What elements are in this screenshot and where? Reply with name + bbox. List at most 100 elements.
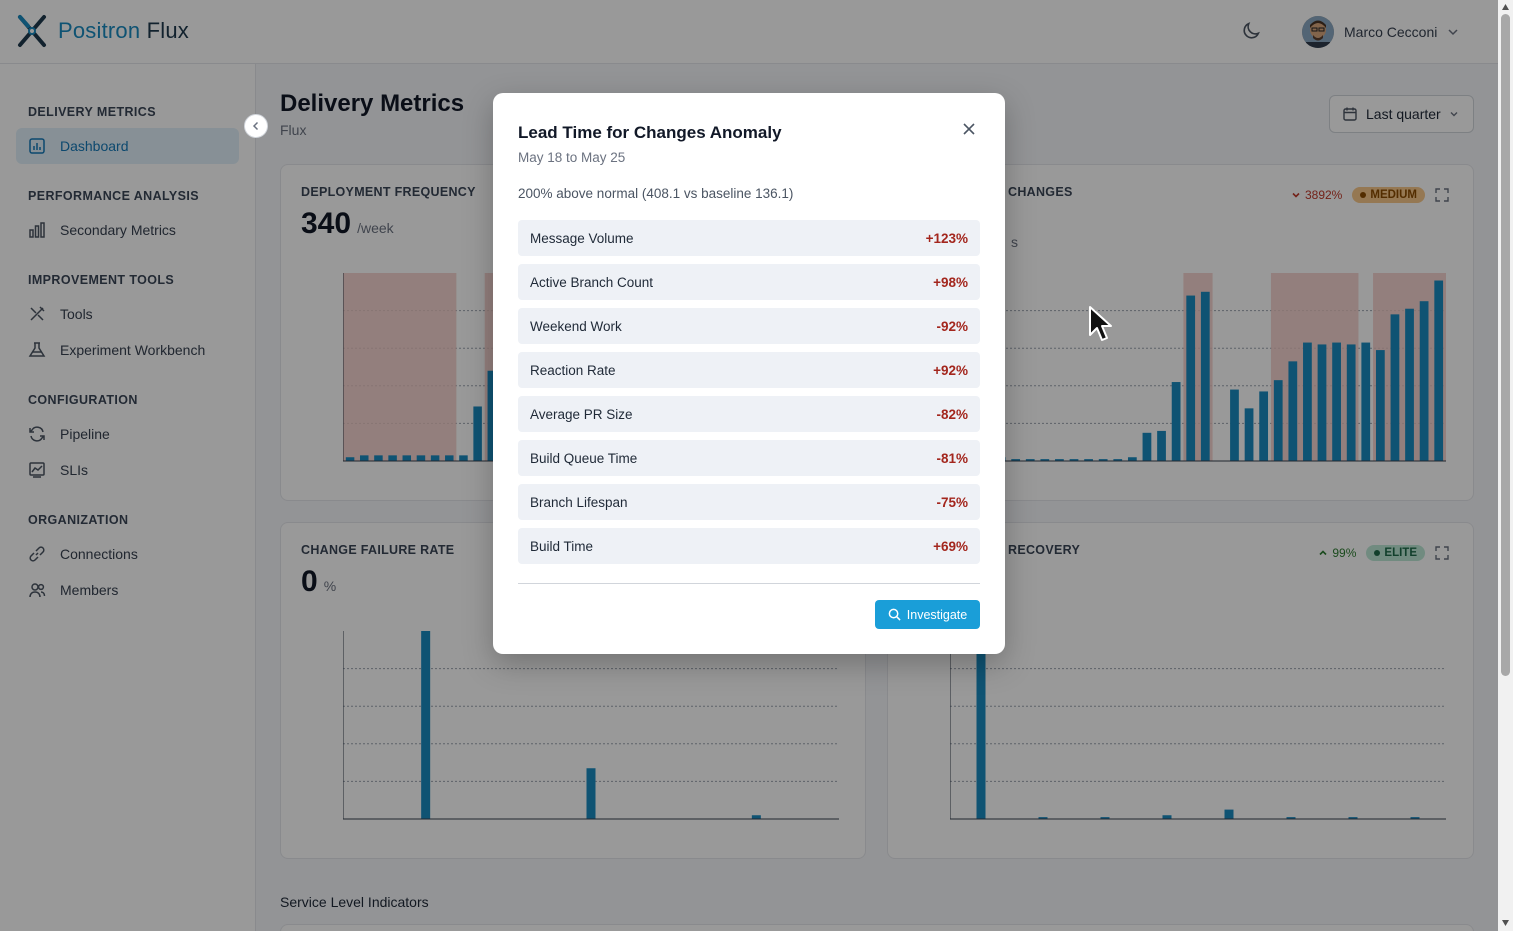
chart-bar[interactable] [430,455,440,461]
status-dot-icon [1374,550,1381,556]
chart-bar[interactable] [1244,408,1254,461]
chart-bar[interactable] [1127,457,1137,461]
investigate-button[interactable]: Investigate [875,600,980,629]
chart-bar[interactable] [1361,342,1371,461]
chart-bar[interactable] [1038,817,1048,819]
chart-bar[interactable] [416,455,426,461]
status-badge-label: ELITE [1384,547,1417,559]
sidebar-item-connections[interactable]: Connections [16,536,239,572]
chart-bar[interactable] [586,768,596,819]
chart-bar[interactable] [360,455,369,461]
chart-bar[interactable] [976,631,986,819]
chart-bar[interactable] [1100,817,1110,819]
chart-bar[interactable] [1317,344,1327,461]
chart-bar[interactable] [1348,817,1358,819]
app-logo[interactable]: Positron Flux [16,14,189,48]
chart-bar[interactable] [1259,391,1269,461]
chart-bar[interactable] [1288,361,1298,461]
chart-bar[interactable] [1025,459,1035,461]
refresh-icon [29,426,45,442]
chart-bar[interactable] [421,631,431,819]
avatar-portrait-icon [1302,16,1334,48]
factor-name: Branch Lifespan [530,494,628,510]
modal-date-range: May 18 to May 25 [518,150,626,165]
users-icon [29,583,46,598]
sidebar-item-pipeline[interactable]: Pipeline [16,416,239,452]
chart-bar[interactable] [1410,817,1420,819]
modal-description: 200% above normal (408.1 vs baseline 136… [518,186,794,201]
user-name: Marco Cecconi [1344,24,1438,40]
factor-value: -92% [936,318,968,334]
factor-name: Message Volume [530,230,634,246]
expand-icon[interactable] [1435,546,1449,560]
chart-bar[interactable] [1084,459,1093,461]
chart-bar[interactable] [1286,817,1296,819]
chart-bar[interactable] [1186,295,1196,461]
chart-bar[interactable] [1434,280,1444,461]
chart-bar[interactable] [1162,815,1172,819]
chart-bar[interactable] [1419,301,1429,461]
chart-bar[interactable] [1069,459,1079,461]
date-range-select[interactable]: Last quarter [1329,95,1474,133]
chart-bar[interactable] [1055,459,1064,461]
chart-bar[interactable] [1273,380,1283,461]
chart-bar[interactable] [1011,459,1021,461]
close-button[interactable] [959,119,979,139]
sidebar-item-members[interactable]: Members [16,572,239,608]
factor-row: Weekend Work -92% [518,308,980,344]
expand-icon[interactable] [1435,188,1449,202]
user-menu[interactable]: Marco Cecconi [1302,16,1459,48]
date-range-label: Last quarter [1366,106,1441,122]
search-icon [888,608,901,621]
chart-bar[interactable] [1113,459,1123,461]
chart-bar[interactable] [388,455,397,461]
sidebar-item-label: Pipeline [60,426,110,442]
chart-bar[interactable] [1200,291,1210,461]
chart-bar[interactable] [1171,382,1181,461]
chevron-left-icon [252,121,259,131]
chart-bar[interactable] [1346,344,1356,461]
chart-bar[interactable] [1142,432,1152,461]
chart-bar[interactable] [1230,389,1239,461]
sidebar-item-secondary-metrics[interactable]: Secondary Metrics [16,212,239,248]
chart-bar[interactable] [1303,342,1312,461]
sidebar-item-experiment-workbench[interactable]: Experiment Workbench [16,332,239,368]
card-meta: 3892% MEDIUM [1291,187,1449,203]
chart-bar-icon [29,138,45,154]
chart-bar[interactable] [445,455,454,461]
scrollbar[interactable] [1498,0,1513,931]
chart-bar[interactable] [345,457,355,461]
chart-bar[interactable] [473,406,482,461]
chart-bar[interactable] [374,455,383,461]
factor-row: Message Volume +123% [518,220,980,256]
anomaly-band [343,273,457,461]
factor-name: Build Queue Time [530,450,638,466]
chart-bar[interactable] [1332,342,1341,461]
scroll-down-arrow-icon[interactable] [1501,919,1510,927]
chart-bar[interactable] [1157,430,1166,461]
theme-toggle-button[interactable] [1240,20,1262,47]
chart-bar[interactable] [402,455,412,461]
sidebar-collapse-button[interactable] [244,114,268,138]
card-value: 0 [301,565,318,598]
flask-icon [28,342,46,357]
logo-text-primary: Positron [58,18,141,43]
chart-bar[interactable] [1405,308,1414,461]
chart-bar[interactable] [1040,459,1050,461]
sidebar-item-dashboard[interactable]: Dashboard [16,128,239,164]
anomaly-modal: Lead Time for Changes Anomaly May 18 to … [493,93,1005,654]
chart-bar[interactable] [487,370,497,461]
scroll-up-arrow-icon[interactable] [1501,3,1510,11]
sidebar-item-label: Secondary Metrics [60,222,176,238]
modal-title: Lead Time for Changes Anomaly [518,123,782,142]
chart-bar[interactable] [751,815,761,819]
chart-bar[interactable] [459,455,468,461]
chart-bar[interactable] [1224,809,1234,819]
scrollbar-thumb[interactable] [1501,14,1510,676]
sidebar-item-tools[interactable]: Tools [16,296,239,332]
chart-bar[interactable] [1098,459,1108,461]
chart-bar[interactable] [1375,350,1385,461]
chart-bar[interactable] [1390,314,1400,461]
factor-row: Build Time +69% [518,528,980,564]
sidebar-item-slis[interactable]: SLIs [16,452,239,488]
